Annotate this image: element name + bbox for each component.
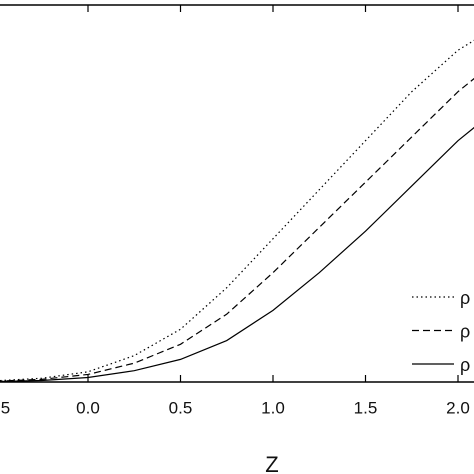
legend-label: ρ bbox=[460, 321, 470, 341]
x-tick-label: 0.5 bbox=[169, 398, 193, 417]
series-line bbox=[0, 77, 474, 382]
x-axis-label: Z bbox=[265, 452, 278, 474]
x-tick-label: -0.5 bbox=[0, 398, 10, 417]
legend-label: ρ bbox=[460, 288, 470, 308]
legend-label: ρ bbox=[460, 355, 470, 375]
x-tick-label: 1.5 bbox=[354, 398, 378, 417]
series-line bbox=[0, 126, 474, 383]
x-tick-label: 1.0 bbox=[261, 398, 285, 417]
x-tick-label: 0.0 bbox=[76, 398, 100, 417]
plot-frame bbox=[0, 4, 474, 383]
series-line bbox=[0, 39, 474, 382]
x-tick-label: 2.0 bbox=[446, 398, 470, 417]
